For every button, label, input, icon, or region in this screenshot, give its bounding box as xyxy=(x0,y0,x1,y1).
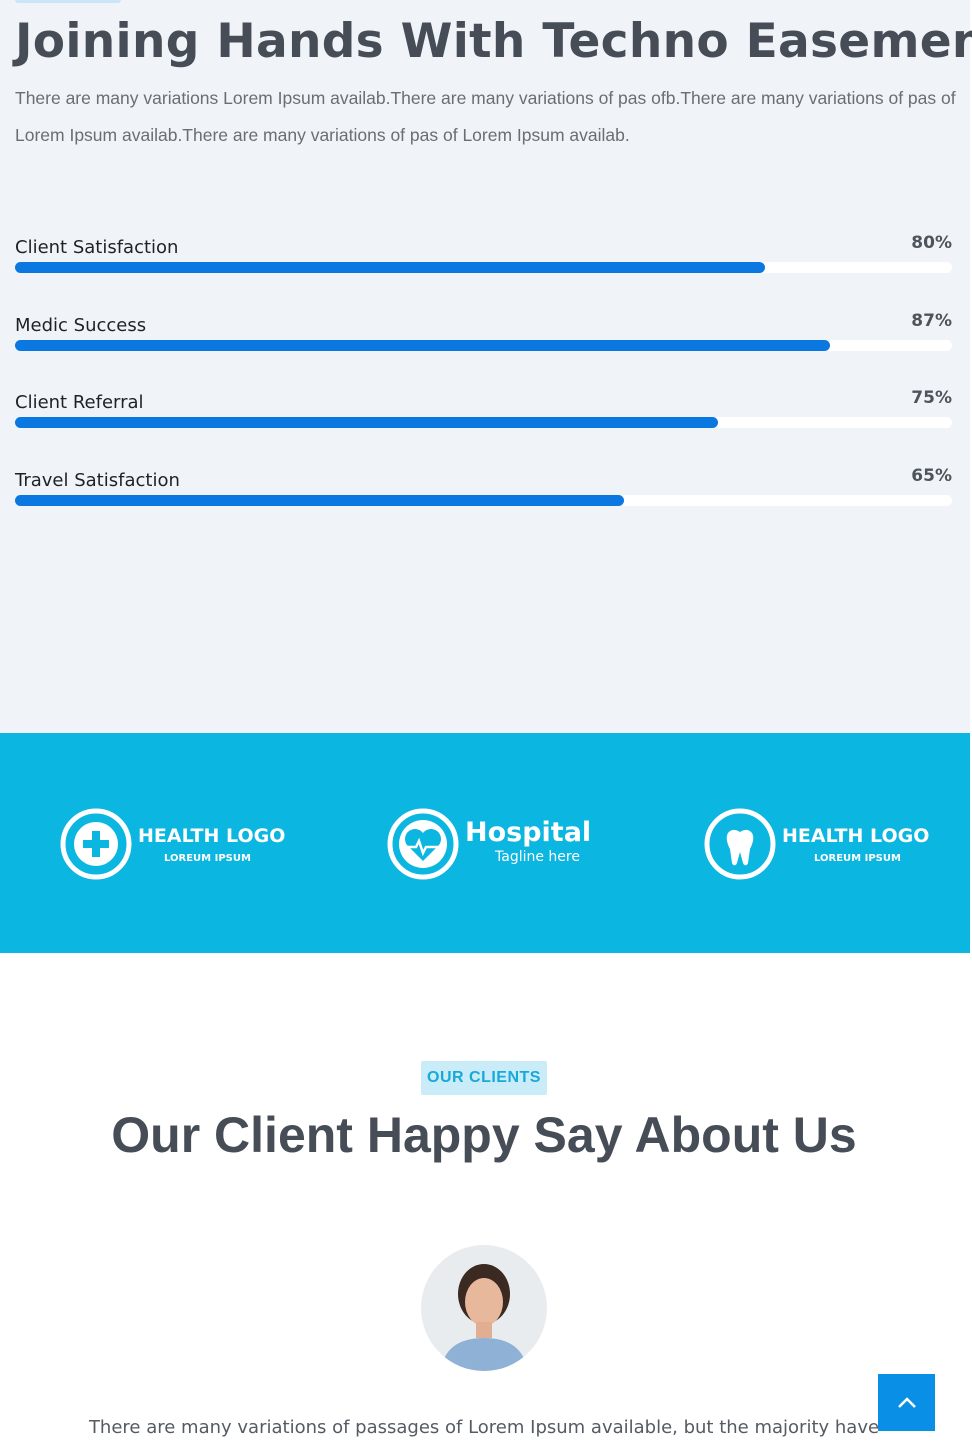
skill-name: Travel Satisfaction xyxy=(15,470,180,492)
logo-tagline: LOREUM IPSUM xyxy=(164,853,251,864)
logo-icon xyxy=(387,808,459,880)
skill-track xyxy=(15,495,952,507)
logo-name: HEALTH LOGO xyxy=(782,825,930,847)
skill-track xyxy=(15,262,952,273)
logo-icon xyxy=(704,808,776,880)
skill-percent: 87% xyxy=(911,310,952,331)
skill-row: Travel Satisfaction 65% xyxy=(15,466,952,530)
client-quote: There are many variations of passages of… xyxy=(88,1417,880,1438)
skill-bar xyxy=(15,495,625,507)
logo-tagline: LOREUM IPSUM xyxy=(814,853,901,864)
logo-name: Hospital xyxy=(465,817,592,848)
skill-track xyxy=(15,417,952,429)
about-title: Joining Hands With Techno Easement xyxy=(15,14,972,69)
logo: HEALTH LOGO LOREUM IPSUM xyxy=(704,807,929,883)
client-avatar xyxy=(421,1245,547,1371)
skill-name: Client Satisfaction xyxy=(15,237,179,258)
skill-bar xyxy=(15,417,718,429)
skill-bar xyxy=(15,339,831,351)
skill-percent: 65% xyxy=(911,466,952,487)
logo-band: HEALTH LOGO LOREUM IPSUM Hospital Taglin… xyxy=(0,733,970,953)
logo: HEALTH LOGO LOREUM IPSUM xyxy=(60,807,285,883)
skill-percent: 75% xyxy=(911,388,952,409)
skill-name: Medic Success xyxy=(15,314,147,336)
about-text: There are many variations Lorem Ipsum av… xyxy=(15,88,956,145)
skill-row: Medic Success 87% xyxy=(15,311,952,375)
skill-track xyxy=(15,339,952,351)
skill-row: Client Referral 75% xyxy=(15,388,952,452)
tab-accent xyxy=(15,0,121,3)
skill-percent: 80% xyxy=(911,233,952,253)
clients-title: Our Client Happy Say About Us xyxy=(111,1107,857,1163)
about-section: Joining Hands With Techno Easement There… xyxy=(0,0,972,733)
arrow-up-icon xyxy=(898,1397,916,1408)
back-to-top[interactable] xyxy=(878,1374,935,1431)
logo-tagline: Tagline here xyxy=(495,849,580,865)
section-badge: OUR CLIENTS xyxy=(421,1061,547,1095)
skill-row: Client Satisfaction 80% xyxy=(15,233,952,297)
skill-name: Client Referral xyxy=(15,392,144,414)
logo-name: HEALTH LOGO xyxy=(138,825,286,847)
logo-icon xyxy=(60,808,132,880)
logo: Hospital Tagline here xyxy=(387,807,607,883)
skill-bar xyxy=(15,262,765,273)
